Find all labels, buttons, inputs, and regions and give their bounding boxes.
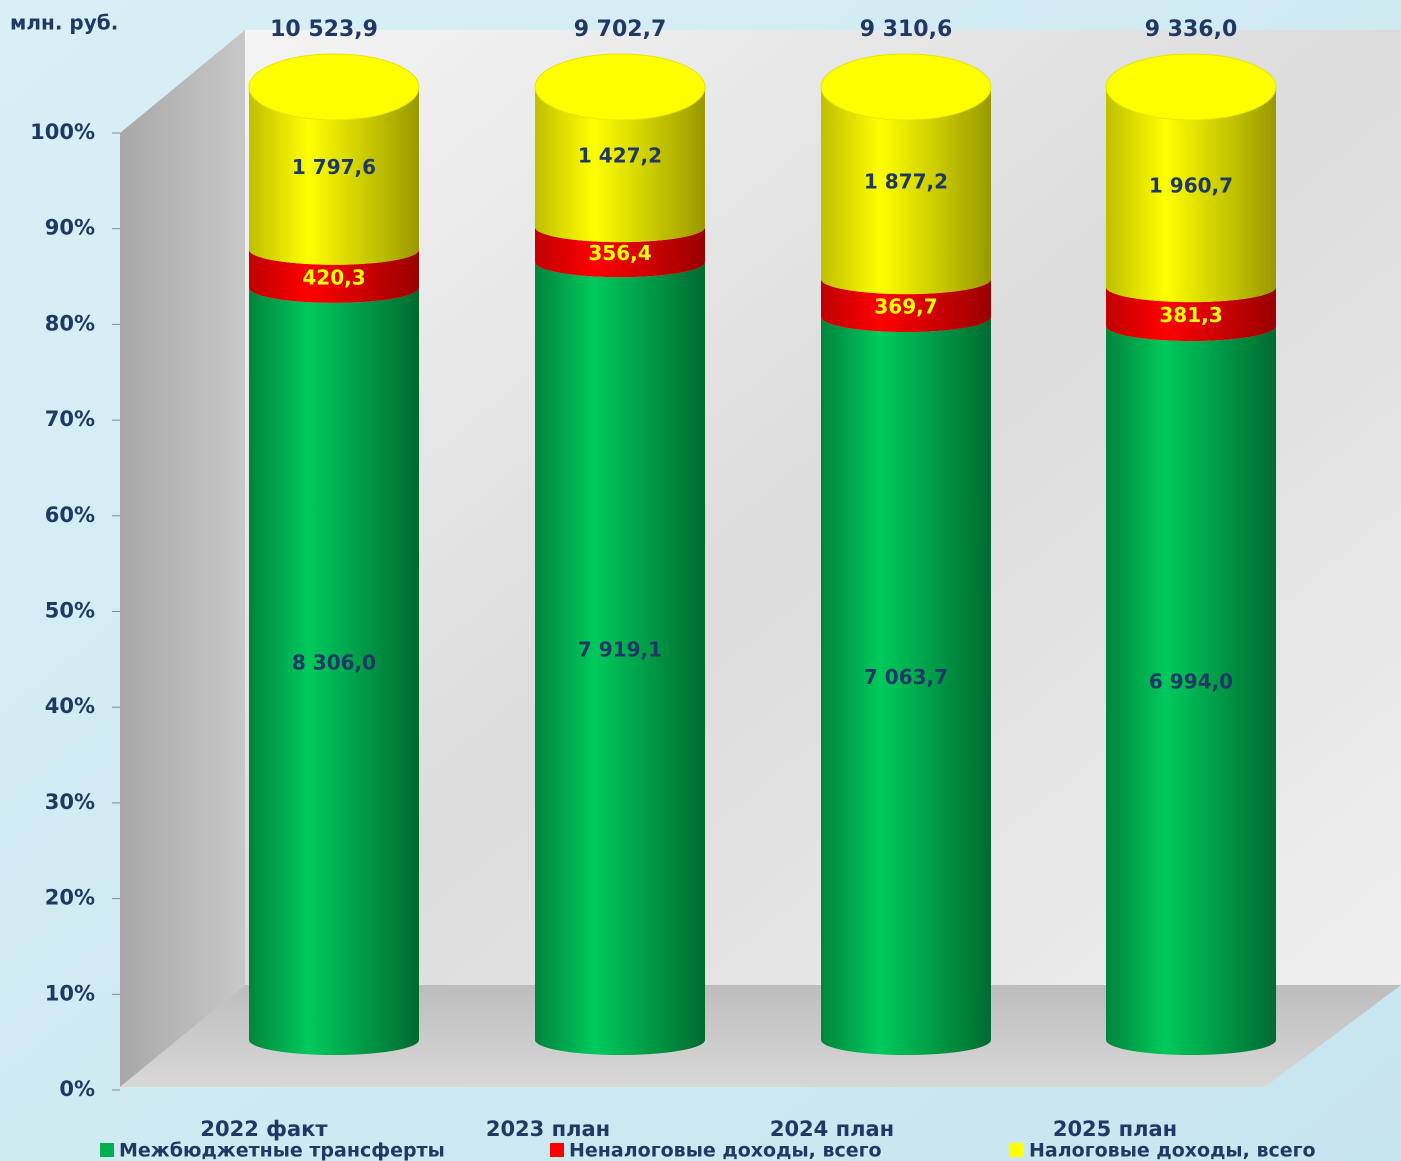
floor [120, 985, 1401, 1087]
cylinder-segment [249, 249, 419, 303]
y-tick-label: 80% [45, 311, 95, 335]
cylinder-segment [821, 279, 991, 332]
y-tick-label: 60% [45, 503, 95, 527]
legend-swatch [100, 1143, 114, 1157]
y-tick-label: 100% [30, 120, 95, 144]
y-tick-label: 30% [45, 790, 95, 814]
value-label: 356,4 [588, 241, 651, 265]
cylinder-segment [1106, 287, 1276, 342]
cylinder-segment [249, 287, 419, 1056]
cylinder-segment [535, 262, 705, 1056]
x-tick-label: 2025 план [1053, 1117, 1177, 1141]
value-label: 420,3 [302, 265, 365, 289]
cylinder-top [820, 53, 992, 121]
value-label: 1 797,6 [292, 155, 376, 179]
total-label: 9 702,7 [574, 17, 667, 42]
total-label: 9 336,0 [1145, 17, 1238, 42]
legend-swatch [1010, 1143, 1024, 1157]
y-tick-label: 90% [45, 216, 95, 240]
y-tick-label: 40% [45, 694, 95, 718]
legend-label: Неналоговые доходы, всего [569, 1140, 882, 1161]
legend-label: Межбюджетные трансферты [119, 1140, 445, 1161]
value-label: 1 877,2 [864, 170, 948, 194]
unit-label: млн. руб. [10, 11, 118, 35]
y-tick-label: 0% [59, 1077, 95, 1101]
cylinder-segment [821, 316, 991, 1055]
cylinder-top [1105, 53, 1277, 121]
value-label: 6 994,0 [1149, 670, 1233, 694]
legend-swatch [550, 1143, 564, 1157]
total-label: 9 310,6 [860, 17, 953, 42]
y-tick-label: 50% [45, 599, 95, 623]
cylinder-segment [821, 87, 991, 295]
x-tick-label: 2022 факт [200, 1117, 328, 1141]
value-label: 1 960,7 [1149, 174, 1233, 198]
value-label: 381,3 [1159, 303, 1222, 327]
cylinder-segment [535, 87, 705, 243]
side-wall [120, 30, 245, 1087]
x-tick-label: 2023 план [486, 1117, 610, 1141]
legend-label: Налоговые доходы, всего [1029, 1140, 1316, 1161]
value-label: 1 427,2 [578, 144, 662, 168]
y-tick-label: 20% [45, 886, 95, 910]
cylinder-segment [1106, 326, 1276, 1055]
y-tick-label: 70% [45, 407, 95, 431]
cylinder-top [534, 53, 706, 121]
value-label: 7 063,7 [864, 665, 948, 689]
value-label: 8 306,0 [292, 650, 376, 674]
value-label: 7 919,1 [578, 638, 662, 662]
total-label: 10 523,9 [270, 17, 378, 42]
y-tick-label: 10% [45, 981, 95, 1005]
cylinder-segment [249, 87, 419, 265]
x-tick-label: 2024 план [770, 1117, 894, 1141]
cylinder-segment [1106, 87, 1276, 303]
value-label: 369,7 [874, 295, 937, 319]
cylinder-top [248, 53, 420, 121]
cylinder-segment [535, 227, 705, 278]
